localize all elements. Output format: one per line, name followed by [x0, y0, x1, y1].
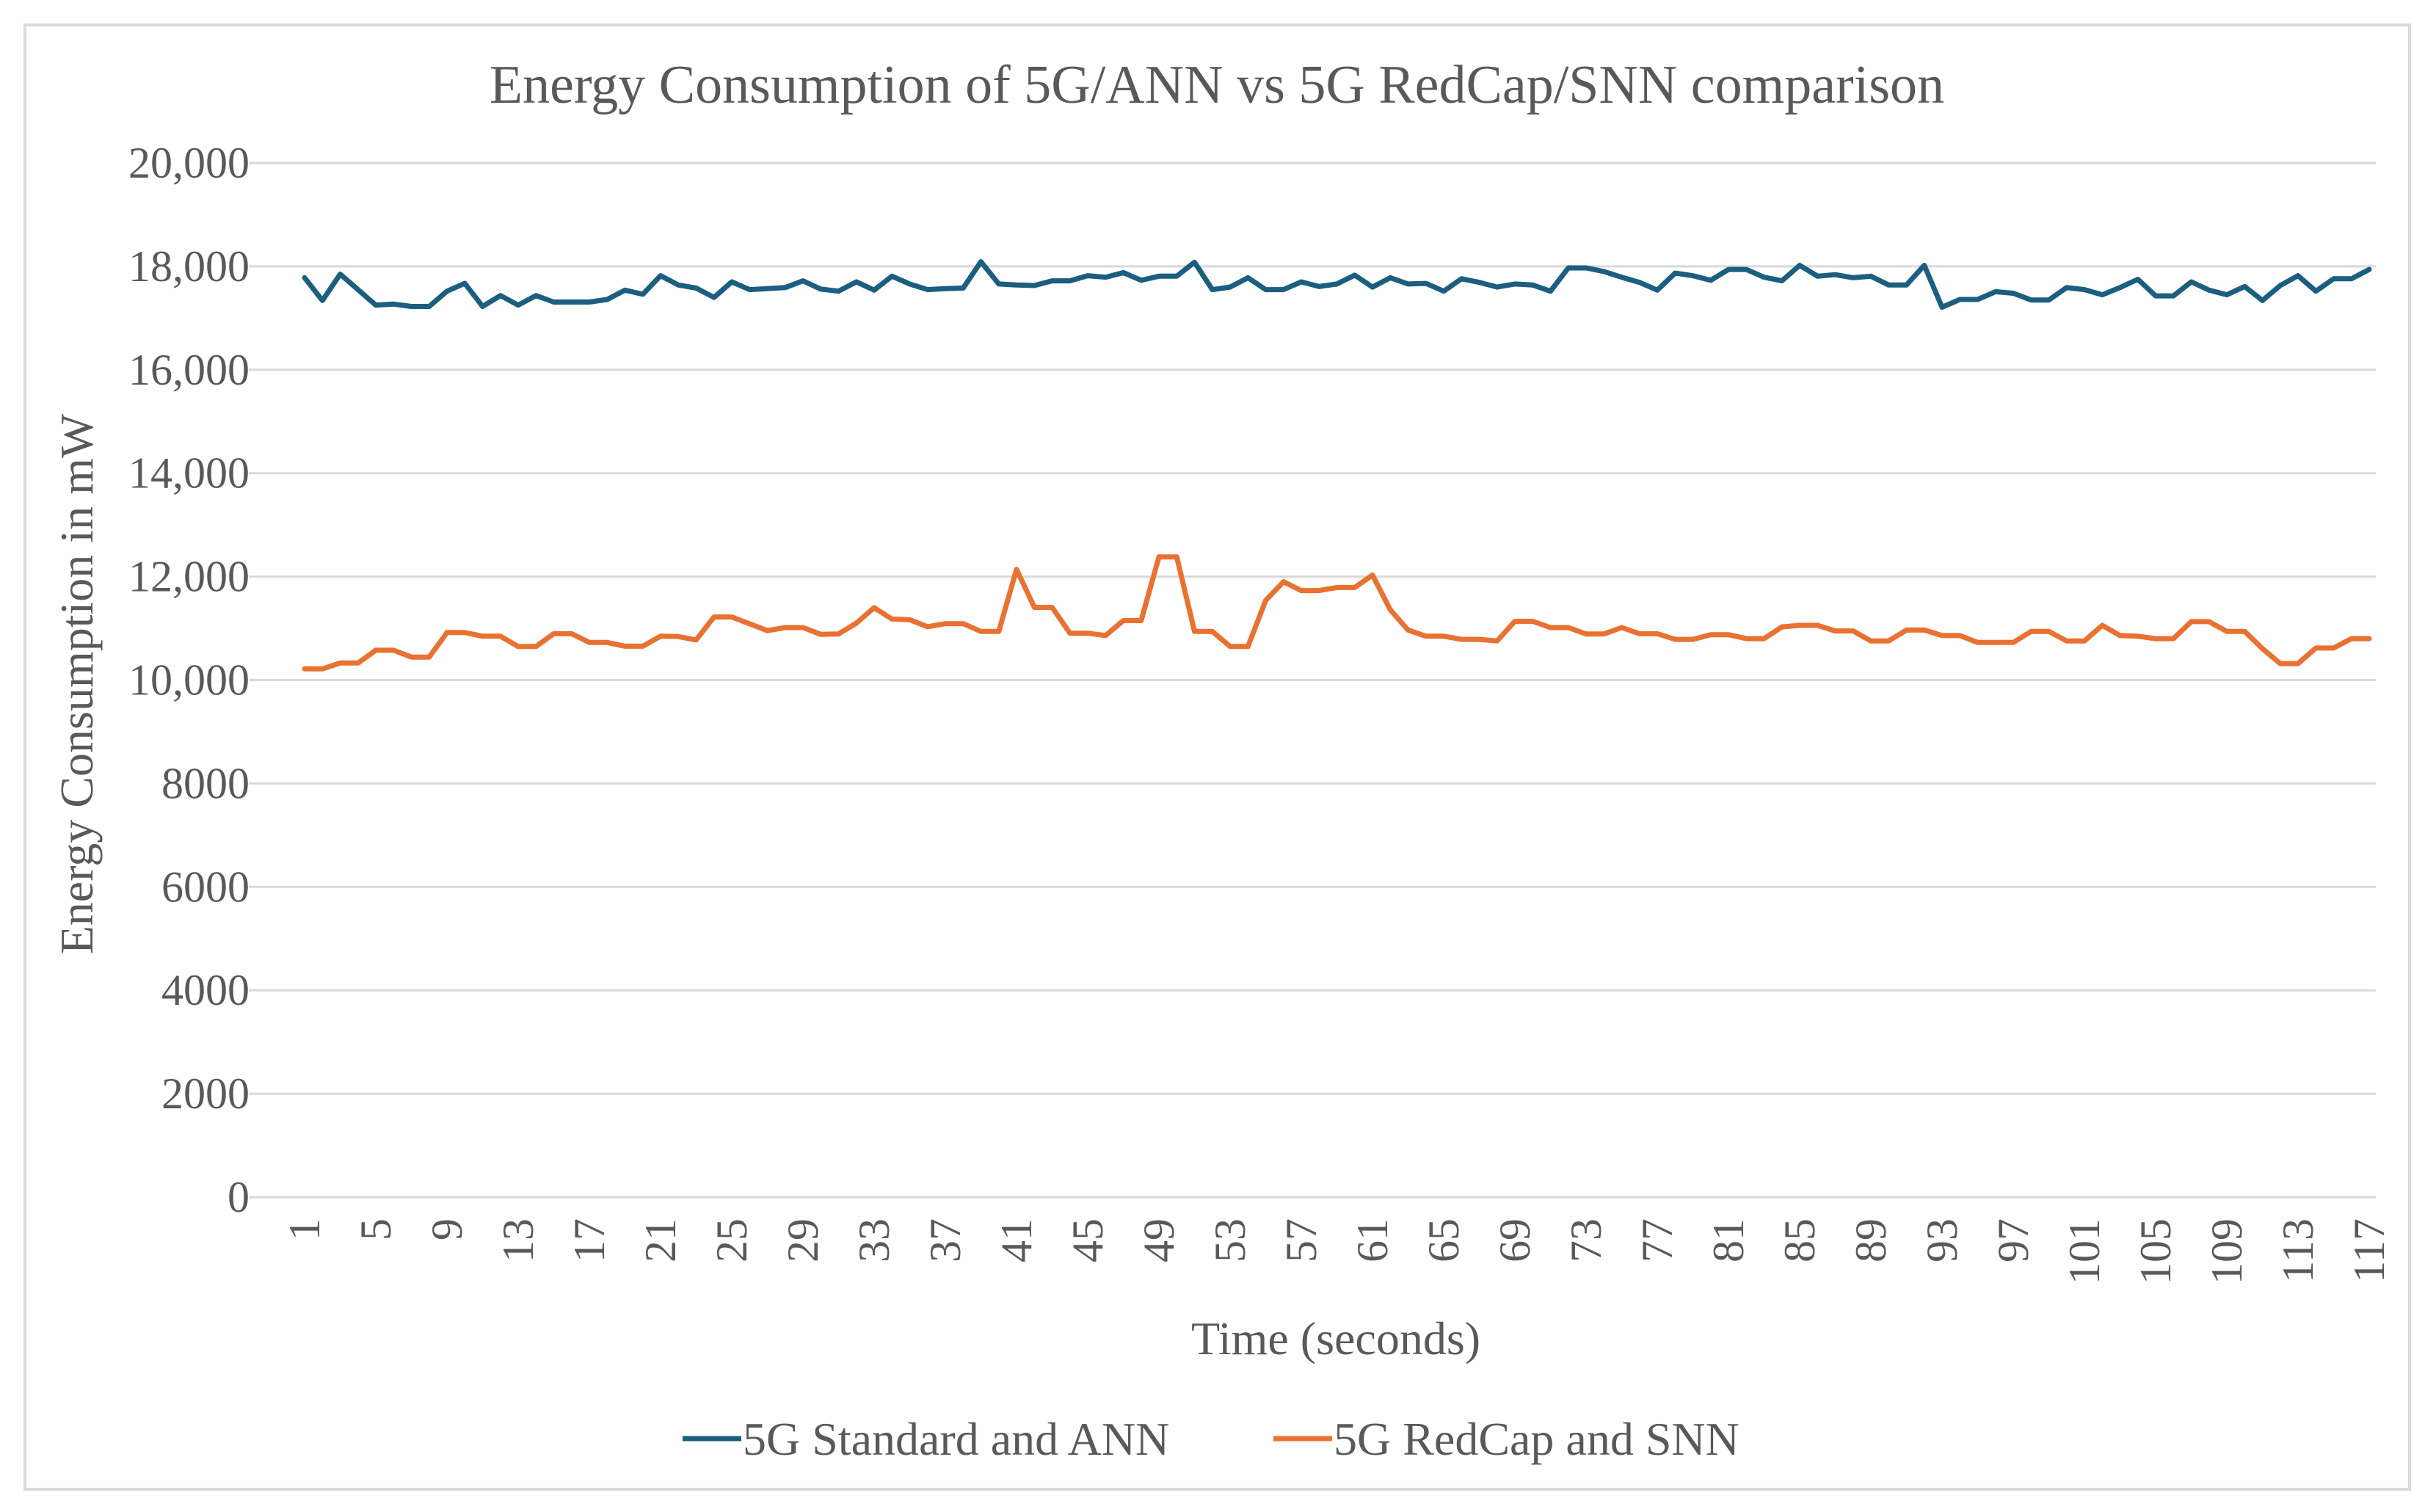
x-tick-label: 57: [1277, 1218, 1326, 1262]
y-tick-label: 20,000: [128, 139, 250, 187]
x-tick-label: 93: [1918, 1218, 1966, 1262]
x-tick-label: 65: [1419, 1218, 1468, 1262]
y-tick-label: 4000: [161, 966, 250, 1014]
x-tick-label: 17: [565, 1218, 614, 1262]
series-lines: [302, 259, 2372, 672]
x-tick-label: 41: [992, 1218, 1041, 1262]
x-tick-label: 37: [921, 1218, 970, 1262]
x-tick-label: 85: [1775, 1218, 1824, 1262]
legend-label-snn: 5G RedCap and SNN: [1334, 1413, 1739, 1465]
gridlines: [249, 161, 2376, 1199]
x-tick-label: 61: [1348, 1218, 1397, 1262]
x-tick-label: 13: [494, 1218, 542, 1262]
x-tick-label: 45: [1064, 1218, 1112, 1262]
y-tick-label: 6000: [161, 862, 250, 911]
x-tick-label: 97: [1989, 1218, 2037, 1262]
y-tick-label: 12,000: [128, 553, 250, 601]
legend-label-ann: 5G Standard and ANN: [743, 1413, 1169, 1465]
x-tick-label: 101: [2060, 1218, 2109, 1284]
y-tick-label: 10,000: [128, 656, 250, 705]
x-tick-label: 33: [850, 1218, 898, 1262]
x-tick-label: 1: [280, 1218, 329, 1240]
x-tick-label: 21: [636, 1218, 685, 1262]
x-tick-label: 73: [1562, 1218, 1610, 1262]
x-tick-label: 77: [1633, 1218, 1681, 1262]
y-tick-label: 8000: [161, 759, 250, 807]
data-points-ann: [304, 261, 2370, 308]
x-tick-label: 117: [2345, 1218, 2393, 1283]
x-tick-labels: 1 5 9 13 17 21 25 29 33 37 41 45 49 53 57 61 65 69 73 77 81 8…: [280, 1218, 2393, 1284]
x-tick-label: 109: [2203, 1218, 2251, 1284]
data-points-snn: [304, 556, 2370, 669]
x-tick-label: 81: [1704, 1218, 1753, 1262]
y-tick-labels: 0 2000 4000 6000 8000 10,000 12,000 14,000 16,00…: [128, 139, 250, 1221]
x-tick-label: 5: [352, 1218, 400, 1240]
y-tick-label: 18,000: [128, 242, 250, 291]
x-tick-label: 29: [779, 1218, 827, 1262]
chart-border: [23, 23, 2411, 1491]
x-tick-label: 113: [2274, 1218, 2322, 1283]
y-tick-label: 16,000: [128, 346, 250, 394]
y-tick-label: 2000: [161, 1069, 250, 1118]
chart-title: Energy Consumption of 5G/ANN vs 5G RedCa…: [490, 55, 1944, 115]
x-tick-label: 69: [1491, 1218, 1539, 1262]
legend: 5G Standard and ANN 5G RedCap and SNN: [683, 1413, 1739, 1465]
x-axis-title: Time (seconds): [1191, 1312, 1480, 1364]
x-tick-label: 9: [423, 1218, 471, 1240]
x-tick-label: 105: [2131, 1218, 2180, 1284]
x-tick-label: 49: [1135, 1218, 1183, 1262]
y-axis-title: Energy Consumption in mW: [51, 413, 103, 954]
x-tick-label: 25: [708, 1218, 756, 1262]
y-tick-label: 14,000: [128, 449, 250, 498]
x-tick-label: 53: [1206, 1218, 1254, 1262]
y-tick-label: 0: [228, 1173, 250, 1221]
x-tick-label: 89: [1847, 1218, 1895, 1262]
